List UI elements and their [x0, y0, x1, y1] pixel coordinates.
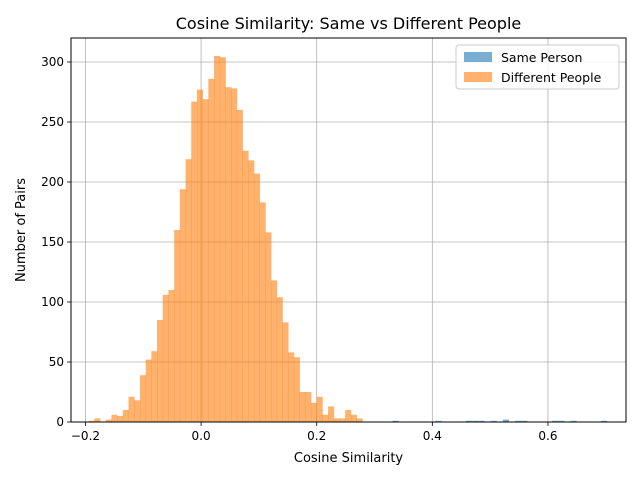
bar-different-people-35	[288, 352, 295, 422]
bar-different-people-13	[162, 294, 169, 422]
bar-different-people-17	[185, 159, 192, 422]
bar-different-people-11	[151, 351, 158, 422]
legend-swatch-same-person	[464, 52, 492, 62]
bar-different-people-28	[248, 160, 255, 422]
bar-different-people-24	[225, 87, 232, 422]
bar-different-people-5	[117, 416, 124, 422]
y-axis-ticks: 0 50 100 150 200 250 300	[41, 55, 71, 429]
y-tick-label-6: 300	[41, 55, 64, 69]
y-axis-label: Number of Pairs	[14, 178, 29, 282]
bar-same-person-4	[465, 420, 472, 422]
bar-same-person-2	[435, 420, 442, 422]
bar-different-people-4	[111, 414, 118, 422]
x-tick-label-4: 0.6	[538, 429, 557, 443]
x-axis-ticks: −0.2 0.0 0.2 0.4 0.6	[71, 422, 558, 443]
bar-same-person-12	[558, 420, 565, 422]
bar-different-people-33	[276, 297, 283, 422]
bar-same-person-8	[502, 419, 509, 422]
bar-different-people-20	[202, 99, 209, 422]
bar-different-people-18	[191, 101, 198, 422]
bar-different-people-47	[356, 418, 363, 422]
bar-same-person-13	[570, 420, 577, 422]
x-axis-label: Cosine Similarity	[294, 451, 404, 466]
bar-different-people-19	[196, 89, 204, 422]
chart-title: Cosine Similarity: Same vs Different Peo…	[176, 14, 522, 33]
legend-box	[455, 44, 620, 90]
bar-same-person-14	[601, 420, 608, 422]
y-tick-label-2: 100	[41, 295, 64, 309]
bar-different-people-23	[219, 57, 226, 422]
bar-different-people-8	[134, 400, 141, 422]
bar-different-people-27	[242, 150, 249, 423]
y-tick-label-5: 250	[41, 115, 64, 129]
bar-same-person-10	[521, 420, 528, 422]
x-tick-label-0: −0.2	[71, 429, 100, 443]
bar-different-people-12	[157, 320, 164, 422]
y-tick-label-1: 50	[49, 355, 64, 369]
x-tick-label-1: 0.0	[192, 429, 211, 443]
bar-different-people-41	[322, 414, 329, 422]
bar-different-people-34	[282, 322, 289, 422]
bar-different-people-45	[345, 410, 352, 422]
bar-different-people-21	[208, 78, 215, 423]
series-same-person	[392, 419, 608, 422]
legend: Same Person Different People	[455, 44, 620, 90]
bar-different-people-38	[305, 392, 312, 422]
bar-different-people-25	[231, 88, 238, 423]
bar-different-people-10	[145, 359, 152, 422]
bar-different-people-29	[253, 173, 261, 422]
bar-different-people-0	[88, 420, 95, 422]
bar-different-people-9	[139, 375, 147, 422]
bar-different-people-39	[310, 402, 318, 422]
bar-same-person-6	[478, 420, 485, 422]
plot-area-frame	[70, 37, 627, 423]
bar-different-people-37	[299, 392, 306, 422]
x-tick-label-3: 0.4	[423, 429, 442, 443]
bar-same-person-9	[515, 420, 522, 422]
legend-label-different-people: Different People	[501, 70, 602, 85]
bar-same-person-0	[392, 420, 399, 422]
bar-different-people-32	[271, 280, 278, 422]
legend-label-same-person: Same Person	[501, 50, 582, 65]
bar-different-people-6	[122, 410, 129, 422]
bar-different-people-15	[174, 230, 181, 422]
bar-different-people-40	[316, 396, 323, 422]
bar-different-people-22	[214, 56, 221, 422]
y-tick-label-0: 0	[56, 415, 64, 429]
bar-different-people-43	[333, 418, 340, 422]
bar-different-people-44	[339, 418, 346, 422]
bar-different-people-1	[94, 418, 101, 422]
bar-different-people-7	[128, 396, 135, 422]
bar-same-person-7	[490, 420, 497, 422]
y-tick-label-3: 150	[41, 235, 64, 249]
bar-same-person-5	[472, 420, 479, 422]
bar-different-people-31	[265, 232, 272, 422]
bar-same-person-11	[552, 420, 559, 422]
bar-different-people-26	[236, 110, 243, 422]
bar-different-people-3	[105, 419, 112, 422]
y-tick-label-4: 200	[41, 175, 64, 189]
bar-different-people-46	[350, 414, 357, 422]
bar-different-people-36	[293, 357, 300, 422]
bar-different-people-42	[328, 406, 335, 422]
legend-swatch-different-people	[464, 72, 492, 82]
bar-different-people-16	[179, 189, 186, 422]
bar-different-people-14	[168, 290, 175, 422]
series-different-people	[88, 56, 363, 423]
bar-different-people-30	[259, 202, 266, 422]
x-tick-label-2: 0.2	[307, 429, 326, 443]
